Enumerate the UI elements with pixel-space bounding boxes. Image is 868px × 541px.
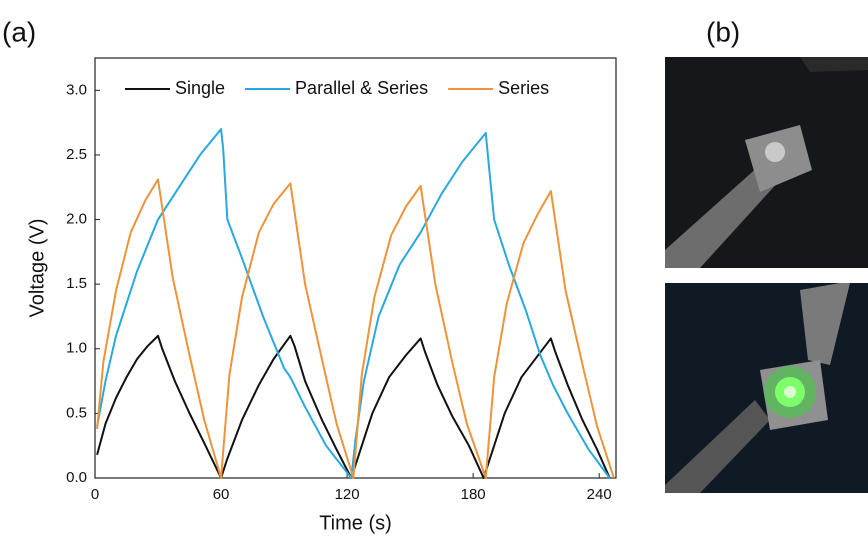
photo-led-on bbox=[665, 283, 868, 493]
photo-led-off bbox=[665, 57, 868, 268]
panel-label: (b) bbox=[706, 16, 740, 47]
legend-label: Series bbox=[498, 78, 549, 98]
plot-frame bbox=[94, 57, 617, 479]
y-tick-label: 3.0 bbox=[66, 81, 87, 98]
y-tick-label: 2.5 bbox=[66, 146, 87, 163]
x-axis-title: Time (s) bbox=[319, 512, 392, 534]
legend-label: Parallel & Series bbox=[295, 78, 428, 98]
data-line bbox=[96, 334, 611, 479]
y-tick-label: 1.0 bbox=[66, 340, 87, 357]
x-tick-label: 180 bbox=[461, 486, 486, 503]
y-tick-label: 2.0 bbox=[66, 211, 87, 228]
y-tick-label: 0.0 bbox=[66, 469, 87, 486]
legend-label: Single bbox=[175, 78, 225, 98]
x-tick-label: 120 bbox=[335, 486, 360, 503]
x-tick-label: 240 bbox=[587, 486, 612, 503]
y-tick-label: 0.5 bbox=[66, 404, 87, 421]
x-tick-label: 60 bbox=[213, 486, 230, 503]
x-tick-label: 0 bbox=[91, 486, 99, 503]
y-tick-label: 1.5 bbox=[66, 275, 87, 292]
data-line bbox=[96, 128, 611, 479]
data-line bbox=[96, 178, 615, 479]
y-axis-title: Voltage (V) bbox=[26, 219, 48, 318]
panel-label: (a) bbox=[2, 16, 36, 47]
